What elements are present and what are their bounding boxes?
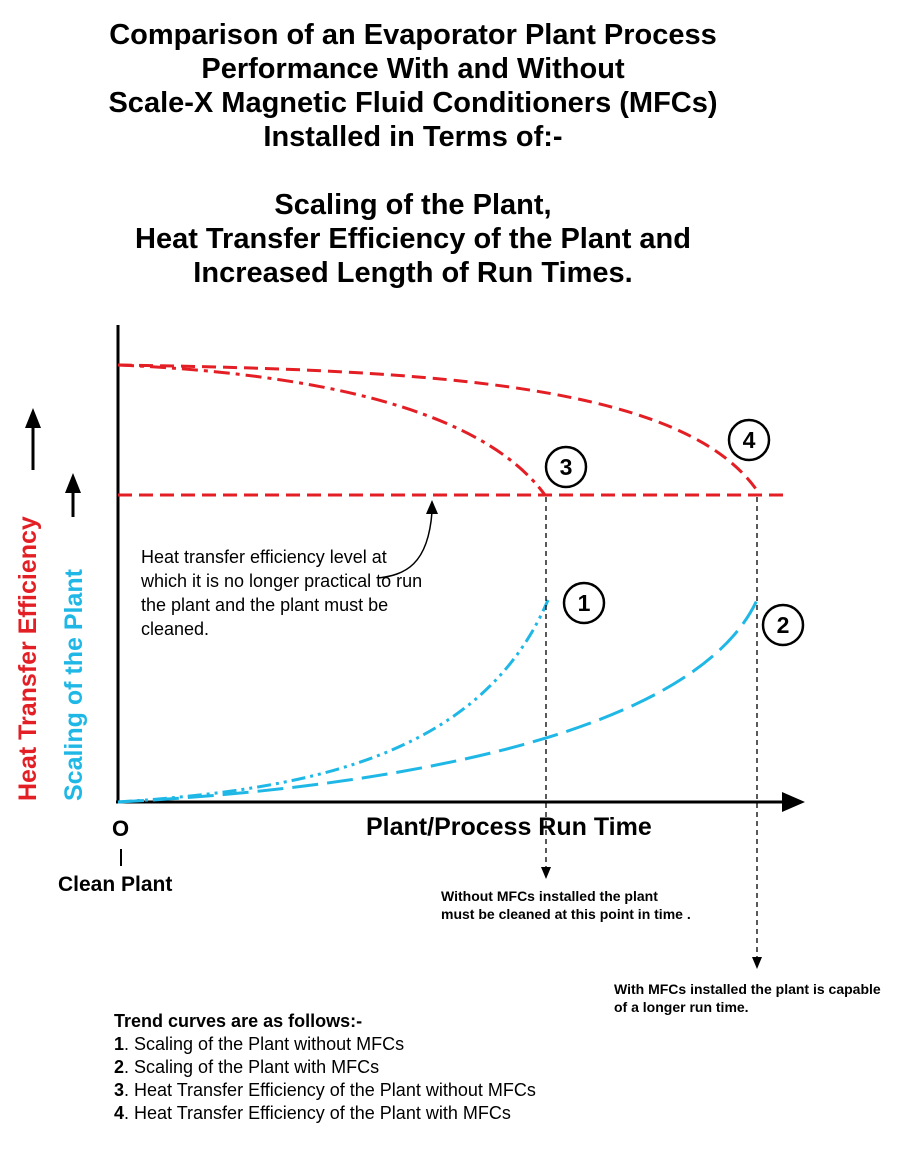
- legend-item-num: 2: [114, 1057, 125, 1077]
- legend-item-text: . Heat Transfer Efficiency of the Plant …: [124, 1103, 511, 1123]
- x-axis-label: Plant/Process Run Time: [366, 813, 652, 841]
- title-line: Installed in Terms of:-: [263, 121, 563, 153]
- legend-item: 2. Scaling of the Plant with MFCs: [114, 1056, 536, 1079]
- title-line: Performance With and Without: [201, 53, 625, 85]
- legend-item-text: . Heat Transfer Efficiency of the Plant …: [124, 1080, 536, 1100]
- legend-item-num: 1: [114, 1034, 125, 1054]
- chart-title: Comparison of an Evaporator Plant Proces…: [0, 18, 826, 154]
- chart-subtitle: Scaling of the Plant, Heat Transfer Effi…: [0, 188, 826, 290]
- marker-2: 2: [761, 603, 805, 647]
- marker-4-label: 4: [743, 427, 756, 453]
- legend-heading: Trend curves are as follows:-: [114, 1011, 363, 1031]
- legend-item: 3. Heat Transfer Efficiency of the Plant…: [114, 1079, 536, 1102]
- legend-item-text: . Scaling of the Plant without MFCs: [124, 1034, 405, 1054]
- marker-1-label: 1: [578, 590, 591, 616]
- marker-3-label: 3: [560, 454, 573, 480]
- drop-arrowhead-without-mfcs: [541, 867, 551, 879]
- y-label-arrowhead-cyan: [65, 473, 81, 493]
- series-3-efficiency-without-mfcs: [117, 363, 547, 496]
- annotation-arrow: [377, 511, 433, 579]
- drop-arrowhead-with-mfcs: [752, 957, 762, 969]
- legend-item: 1. Scaling of the Plant without MFCs: [114, 1033, 536, 1056]
- marker-2-label: 2: [777, 612, 790, 638]
- legend-item-text: . Scaling of the Plant with MFCs: [124, 1057, 380, 1077]
- series-4-efficiency-with-mfcs: [117, 363, 762, 496]
- title-line: Comparison of an Evaporator Plant Proces…: [109, 19, 717, 51]
- marker-4: 4: [727, 418, 771, 462]
- marker-3: 3: [544, 445, 588, 489]
- title-line: Scale-X Magnetic Fluid Conditioners (MFC…: [108, 87, 718, 119]
- legend-item-num: 3: [114, 1080, 125, 1100]
- note-with-mfcs: With MFCs installed the plant is capable…: [614, 981, 881, 1015]
- legend-item: 4. Heat Transfer Efficiency of the Plant…: [114, 1102, 536, 1125]
- x-axis-arrowhead: [782, 792, 805, 812]
- legend-item-num: 4: [114, 1103, 125, 1123]
- marker-1: 1: [562, 581, 606, 625]
- y-axis-label-scaling: Scaling of the Plant: [60, 569, 88, 801]
- y-label-arrowhead-red: [25, 408, 41, 428]
- series-2-scaling-with-mfcs: [117, 599, 759, 804]
- origin-label: O: [112, 816, 130, 841]
- subtitle-line: Increased Length of Run Times.: [193, 257, 633, 289]
- threshold-annotation: Heat transfer efficiency level at which …: [141, 547, 423, 639]
- note-without-mfcs: Without MFCs installed the plant must be…: [441, 888, 691, 922]
- subtitle-line: Heat Transfer Efficiency of the Plant an…: [135, 223, 691, 255]
- y-axis-label-efficiency: Heat Transfer Efficiency: [14, 516, 42, 801]
- subtitle-line: Scaling of the Plant,: [274, 189, 552, 221]
- origin-sublabel: Clean Plant: [58, 873, 173, 896]
- annotation-arrowhead: [426, 500, 438, 514]
- legend: Trend curves are as follows:- 1. Scaling…: [114, 1010, 536, 1125]
